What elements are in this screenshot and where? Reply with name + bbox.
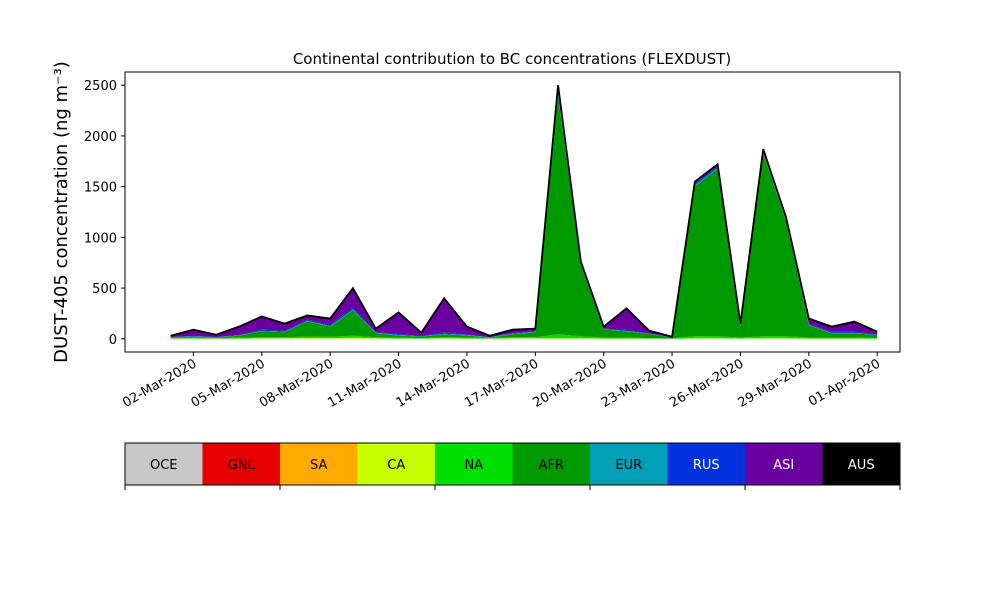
area: [170, 95, 878, 339]
chart-title: Continental contribution to BC concentra…: [293, 50, 731, 68]
legend-swatch: [280, 443, 358, 485]
legend-swatch: [512, 443, 590, 485]
legend-label: CA: [387, 458, 405, 473]
legend-label: AFR: [539, 458, 564, 473]
legend-label: RUS: [693, 458, 720, 473]
x-tick-label: 26-Mar-2020: [667, 356, 746, 410]
legend-swatch: [745, 443, 823, 485]
y-tick-label: 2000: [84, 130, 117, 145]
area: [170, 337, 878, 339]
x-tick-label: 01-Apr-2020: [806, 356, 883, 409]
y-tick-label: 1000: [84, 231, 117, 246]
legend-swatch: [202, 443, 280, 485]
legend-label: AUS: [848, 458, 875, 473]
legend-label: SA: [310, 458, 327, 473]
legend-swatch: [667, 443, 745, 485]
legend-swatch: [822, 443, 900, 485]
area: [170, 85, 878, 338]
legend-label: OCE: [150, 458, 178, 473]
legend-swatch: [590, 443, 668, 485]
plot-frame: [124, 71, 901, 353]
legend-label: EUR: [615, 458, 642, 473]
legend-label: GNL: [228, 458, 256, 473]
y-tick-label: 1500: [84, 181, 117, 196]
y-axis-label: DUST-405 concentration (ng m⁻³): [51, 61, 72, 363]
x-tick-label: 14-Mar-2020: [394, 356, 473, 410]
colorbar-ticks: [124, 485, 901, 490]
y-tick-label: 2500: [84, 79, 117, 94]
y-tick-label: 500: [92, 282, 117, 297]
x-tick-label: 05-Mar-2020: [189, 356, 268, 410]
area: [170, 334, 878, 339]
x-tick-label: 11-Mar-2020: [325, 356, 404, 410]
legend-label: ASI: [773, 458, 794, 473]
x-tick-label: 20-Mar-2020: [531, 356, 610, 410]
x-tick-label: 23-Mar-2020: [599, 356, 678, 410]
x-tick-label: 02-Mar-2020: [120, 356, 199, 410]
legend-frame: [124, 442, 901, 486]
legend-swatch: [357, 443, 435, 485]
x-tick-label: 29-Mar-2020: [736, 356, 815, 410]
x-tick-label: 08-Mar-2020: [257, 356, 336, 410]
y-tick-label: 0: [109, 333, 117, 348]
x-tick-label: 17-Mar-2020: [462, 356, 541, 410]
legend-swatch: [125, 443, 203, 485]
legend-swatch: [435, 443, 513, 485]
legend-label: NA: [464, 458, 483, 473]
